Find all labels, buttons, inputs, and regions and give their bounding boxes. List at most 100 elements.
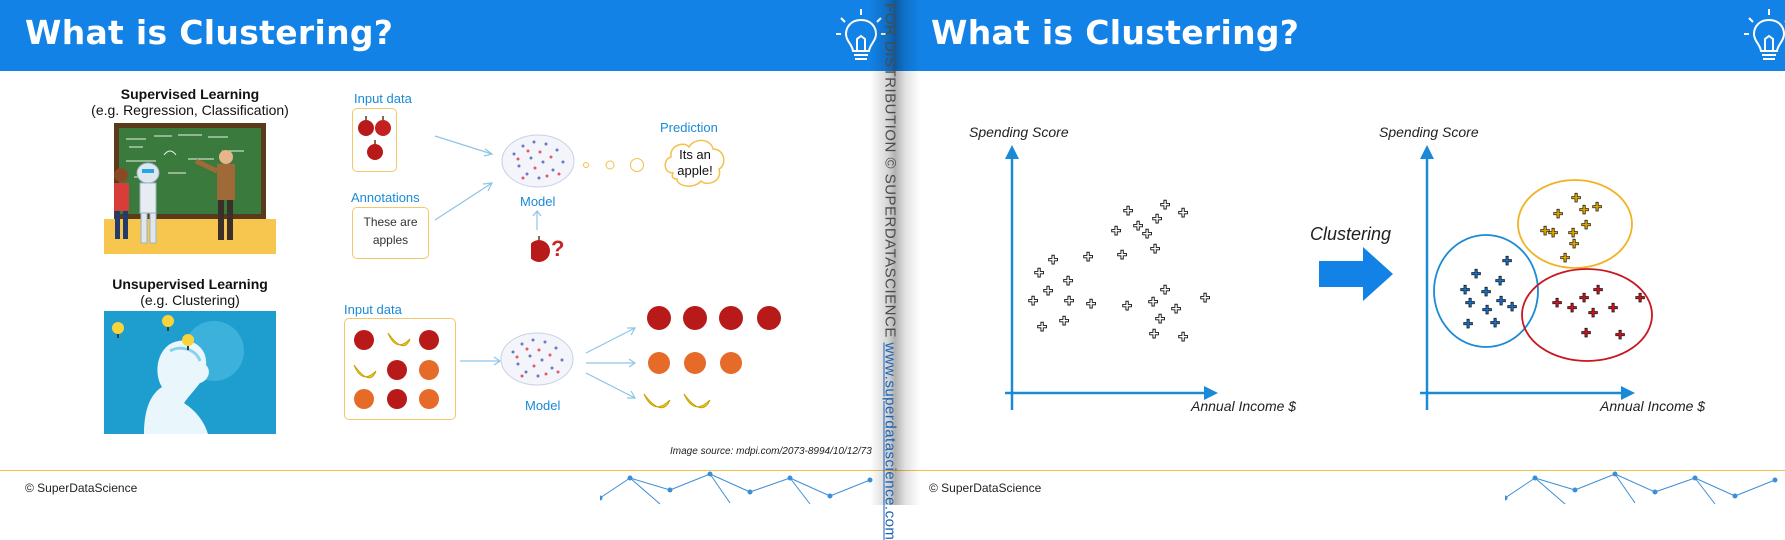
svg-text:✚: ✚	[1037, 320, 1047, 334]
svg-text:✚: ✚	[1567, 301, 1577, 315]
prediction-text-line-1: Its an	[663, 147, 727, 162]
supervised-input-label: Input data	[354, 91, 412, 106]
image-source-caption: Image source: mdpi.com/2073-8994/10/12/7…	[670, 446, 872, 457]
footer-copyright: © SuperDataScience	[25, 481, 137, 495]
svg-text:✚: ✚	[1149, 327, 1159, 341]
prediction-text-line-2: apple!	[663, 163, 727, 178]
svg-text:✚: ✚	[1152, 212, 1162, 226]
svg-text:✚: ✚	[1507, 300, 1517, 314]
svg-text:✚: ✚	[1553, 207, 1563, 221]
annotations-label: Annotations	[351, 190, 420, 205]
svg-text:✚: ✚	[1579, 291, 1589, 305]
flow-arrows	[430, 128, 500, 226]
prediction-label: Prediction	[660, 120, 718, 135]
unclustered-scatter-plot: ✚✚✚ ✚✚✚ ✚✚✚ ✚✚✚ ✚✚✚ ✚✚✚ ✚✚✚ ✚✚✚ ✚✚✚	[1000, 145, 1225, 415]
svg-text:✚: ✚	[1569, 237, 1579, 251]
svg-text:✚: ✚	[1086, 297, 1096, 311]
watermark-url[interactable]: www.superdatascience.com	[882, 343, 899, 540]
network-decoration	[600, 470, 880, 505]
left-plot-ylabel: Spending Score	[969, 124, 1069, 140]
model-brain-icon	[499, 132, 577, 190]
clustered-scatter-plot: ✚✚✚✚ ✚✚✚✚ ✚✚✚ ✚✚✚✚ ✚✚✚✚ ✚✚ ✚✚✚✚ ✚✚✚✚ ✚	[1405, 145, 1655, 415]
annotation-box: These are apples	[352, 207, 429, 259]
svg-text:✚: ✚	[1460, 283, 1470, 297]
svg-text:✚: ✚	[1496, 294, 1506, 308]
supervised-input-box	[352, 108, 397, 172]
svg-text:✚: ✚	[1142, 227, 1152, 241]
annotation-text-line-1: These are	[353, 215, 428, 229]
unsupervised-subtitle: (e.g. Clustering)	[70, 292, 310, 308]
right-plot-ylabel: Spending Score	[1379, 124, 1479, 140]
thinking-robot-illustration	[104, 311, 276, 434]
thought-bubble-dots	[580, 155, 648, 173]
supervised-subtitle: (e.g. Regression, Classification)	[70, 102, 310, 118]
unsupervised-title: Unsupervised Learning	[70, 276, 310, 292]
unsupervised-model-label: Model	[525, 398, 560, 413]
svg-text:✚: ✚	[1111, 224, 1121, 238]
mixed-fruit-icon	[345, 319, 455, 419]
footer-copyright-right: © SuperDataScience	[929, 481, 1041, 495]
svg-text:✚: ✚	[1063, 274, 1073, 288]
watermark-text: NOT FOR DISTRIBUTION © SUPERDATASCIENCE	[882, 0, 899, 343]
svg-text:✚: ✚	[1160, 198, 1170, 212]
svg-text:✚: ✚	[1150, 242, 1160, 256]
apples-icon	[353, 109, 396, 171]
clustering-arrow-label: Clustering	[1310, 224, 1391, 245]
svg-text:✚: ✚	[1592, 200, 1602, 214]
clustering-arrow-icon	[1319, 247, 1394, 301]
svg-text:✚: ✚	[1579, 203, 1589, 217]
svg-text:✚: ✚	[1123, 204, 1133, 218]
output-arrows	[583, 323, 641, 403]
question-mark-icon: ?	[551, 236, 564, 262]
svg-text:✚: ✚	[1560, 251, 1570, 265]
svg-text:✚: ✚	[1059, 314, 1069, 328]
lightbulb-icon-right	[1743, 6, 1785, 66]
slide-title: What is Clustering?	[25, 13, 393, 52]
svg-text:✚: ✚	[1552, 296, 1562, 310]
right-slide: What is Clustering? Spending Score Annua…	[905, 0, 1785, 505]
svg-text:✚: ✚	[1471, 267, 1481, 281]
classroom-illustration	[104, 121, 276, 254]
svg-text:✚: ✚	[1160, 283, 1170, 297]
svg-text:✚: ✚	[1064, 294, 1074, 308]
supervised-title: Supervised Learning	[70, 86, 310, 102]
network-decoration-right	[1505, 470, 1785, 505]
svg-text:✚: ✚	[1155, 312, 1165, 326]
svg-text:✚: ✚	[1200, 291, 1210, 305]
svg-text:✚: ✚	[1635, 291, 1645, 305]
svg-text:✚: ✚	[1178, 206, 1188, 220]
title-banner-right: What is Clustering?	[905, 0, 1785, 71]
svg-text:✚: ✚	[1083, 250, 1093, 264]
svg-text:✚: ✚	[1048, 253, 1058, 267]
svg-text:✚: ✚	[1122, 299, 1132, 313]
unsupervised-heading: Unsupervised Learning (e.g. Clustering)	[70, 276, 310, 308]
svg-text:✚: ✚	[1043, 284, 1053, 298]
svg-text:✚: ✚	[1548, 226, 1558, 240]
supervised-heading: Supervised Learning (e.g. Regression, Cl…	[70, 86, 310, 118]
clustered-output-fruit	[640, 302, 790, 412]
svg-text:✚: ✚	[1465, 296, 1475, 310]
svg-text:✚: ✚	[1581, 326, 1591, 340]
svg-text:✚: ✚	[1117, 248, 1127, 262]
input-to-model-arrow	[458, 355, 503, 367]
svg-text:✚: ✚	[1608, 301, 1618, 315]
svg-text:✚: ✚	[1481, 285, 1491, 299]
svg-text:✚: ✚	[1490, 316, 1500, 330]
left-slide: What is Clustering? Supervised Learning …	[0, 0, 905, 505]
svg-text:✚: ✚	[1028, 294, 1038, 308]
svg-text:✚: ✚	[1148, 295, 1158, 309]
svg-text:✚: ✚	[1588, 306, 1598, 320]
svg-text:✚: ✚	[1502, 254, 1512, 268]
vertical-watermark: NOT FOR DISTRIBUTION © SUPERDATASCIENCE …	[882, 0, 899, 540]
svg-text:✚: ✚	[1495, 274, 1505, 288]
svg-text:✚: ✚	[1171, 302, 1181, 316]
annotation-text-line-2: apples	[353, 233, 428, 247]
svg-text:✚: ✚	[1593, 283, 1603, 297]
model-brain-icon-2	[498, 330, 576, 388]
svg-text:✚: ✚	[1482, 303, 1492, 317]
svg-text:✚: ✚	[1581, 218, 1591, 232]
unsupervised-input-box	[344, 318, 456, 420]
title-banner: What is Clustering?	[0, 0, 905, 71]
unsupervised-input-label: Input data	[344, 302, 402, 317]
slide-title-right: What is Clustering?	[931, 13, 1299, 52]
